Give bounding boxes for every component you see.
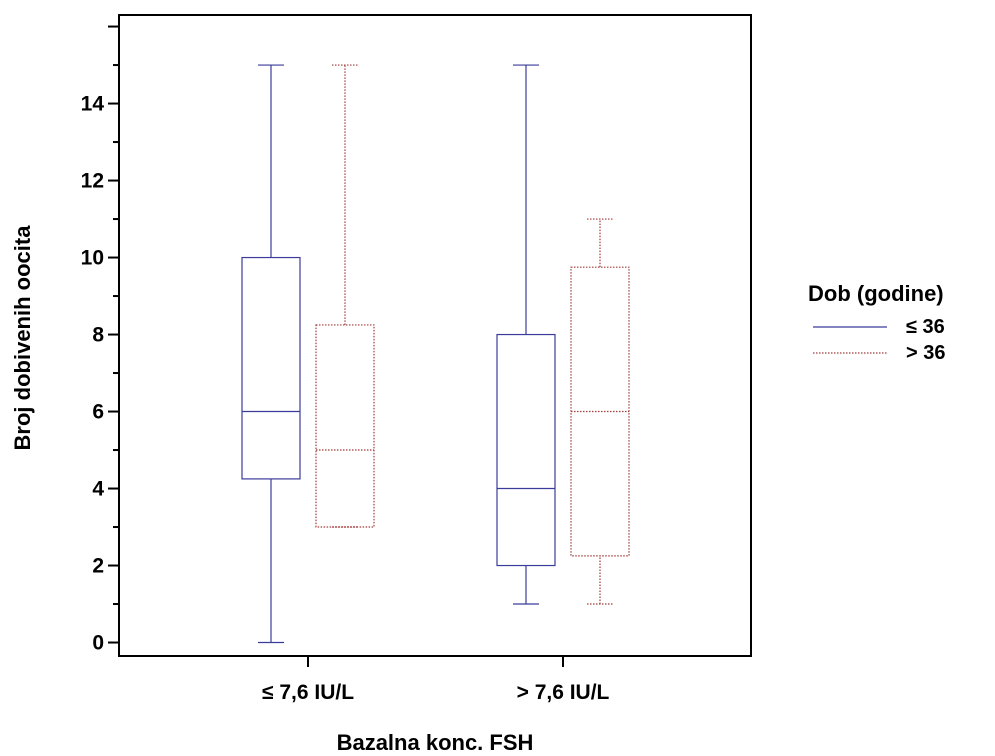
y-axis-title: Broj dobivenih oocita — [10, 225, 35, 451]
plot-frame — [118, 14, 752, 657]
legend-label-series-1: ≤ 36 — [906, 316, 945, 338]
x-tick-label: > 7,6 IU/L — [517, 681, 610, 704]
y-tick-label: 12 — [81, 170, 104, 193]
box-series-2-group-2 — [570, 218, 630, 605]
y-tick-label: 0 — [92, 632, 104, 655]
y-tick-label: 2 — [92, 555, 104, 578]
y-tick-label: 4 — [92, 478, 104, 501]
box-series-1-group-1 — [241, 64, 301, 644]
box-series-2-group-1 — [315, 64, 375, 528]
y-tick-label: 10 — [81, 247, 104, 270]
legend-title: Dob (godine) — [808, 281, 944, 306]
box-series-1-group-2 — [496, 64, 556, 605]
y-tick-label: 8 — [92, 324, 104, 347]
legend-label-series-2: > 36 — [906, 342, 945, 364]
box-iqr — [241, 256, 301, 480]
y-tick-label: 6 — [92, 401, 104, 424]
legend: Dob (godine) ≤ 36 > 36 — [808, 281, 945, 364]
boxes-layer — [241, 64, 630, 644]
box-iqr — [496, 333, 556, 567]
y-axis: 0 2 4 6 8 10 12 14 — [81, 25, 119, 655]
x-axis: ≤ 7,6 IU/L > 7,6 IU/L — [262, 656, 610, 704]
x-tick-label: ≤ 7,6 IU/L — [262, 681, 354, 704]
x-axis-title: Bazalna konc. FSH — [337, 730, 534, 755]
y-tick-label: 14 — [81, 93, 105, 116]
box-iqr — [315, 324, 375, 528]
